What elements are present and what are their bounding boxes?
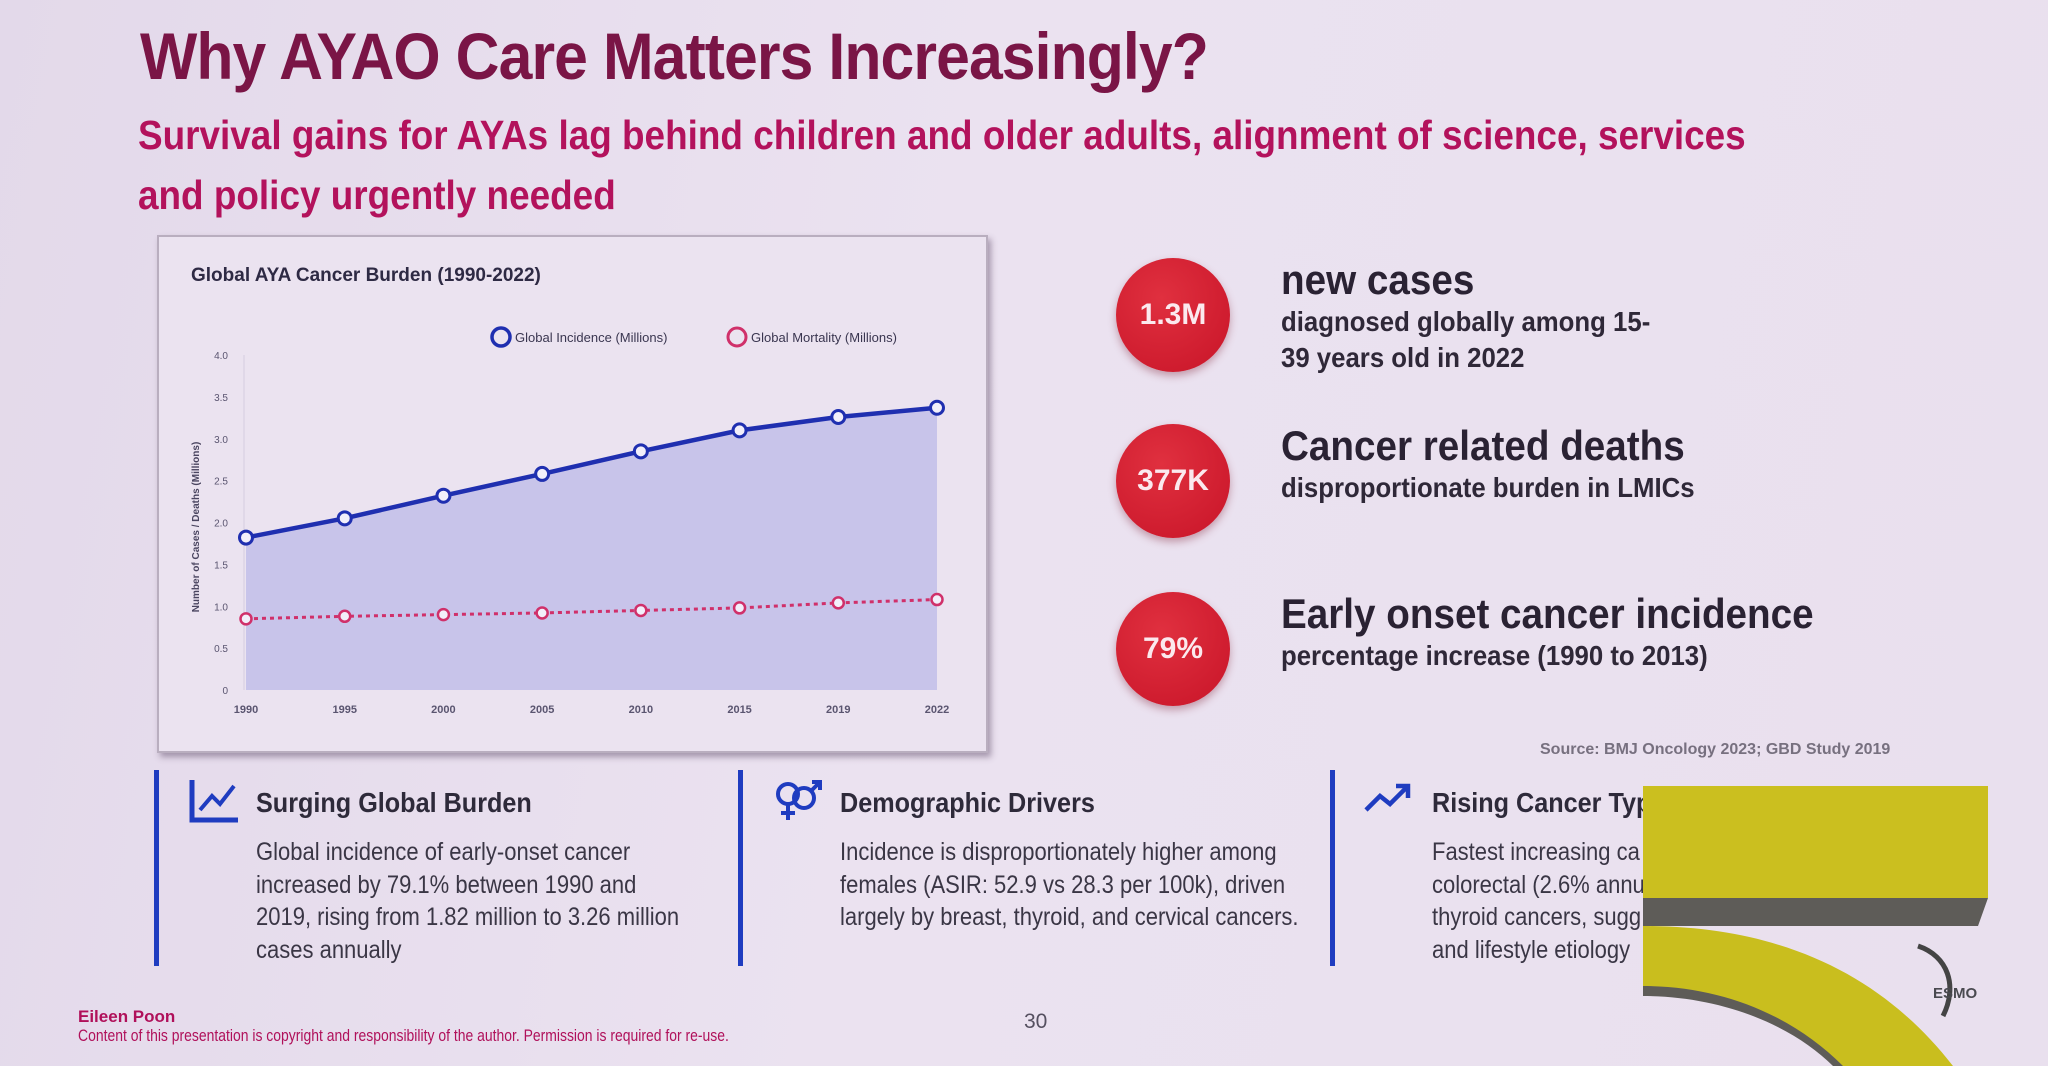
card-body-line: Fastest increasing ca (1432, 838, 1640, 866)
stat-description: percentage increase (1990 to 2013) (1281, 640, 1708, 671)
stat-heading: Cancer related deaths (1281, 422, 1685, 469)
slide-subtitle-line1: Survival gains for AYAs lag behind child… (138, 112, 1746, 158)
legend-mortality-marker (726, 326, 748, 348)
incidence-point (929, 399, 945, 416)
y-tick-label: 2.0 (214, 519, 228, 530)
card-accent-bar (738, 770, 743, 966)
y-tick-label: 3.0 (214, 435, 228, 446)
incidence-area (246, 407, 937, 690)
chart-title: Global AYA Cancer Burden (1990-2022) (191, 265, 541, 286)
card-heading: Demographic Drivers (840, 787, 1095, 818)
x-tick-label: 2010 (629, 704, 653, 716)
mortality-point (930, 592, 944, 607)
card-body-line: Incidence is disproportionately higher a… (840, 838, 1277, 866)
card-body-line: Global incidence of early-onset cancer (256, 838, 631, 866)
mortality-point (831, 596, 846, 610)
stat-description: 39 years old in 2022 (1281, 342, 1525, 373)
card-accent-bar (154, 770, 159, 966)
x-tick-label: 2022 (925, 704, 949, 716)
x-tick-label: 2000 (431, 704, 455, 716)
incidence-line (245, 405, 938, 540)
incidence-point (336, 510, 353, 527)
card-body-line: and lifestyle etiology (1432, 935, 1631, 964)
y-tick-label: 3.5 (214, 393, 228, 404)
y-tick-label: 0.5 (214, 644, 228, 655)
slide-title: Why AYAO Care Matters Increasingly? (140, 19, 1209, 93)
y-tick-label: 2.5 (214, 477, 228, 488)
author-name: Eileen Poon (78, 1007, 176, 1026)
mortality-point (239, 612, 253, 626)
card-body-line: increased by 79.1% between 1990 and (256, 870, 637, 899)
mortality-point (732, 601, 747, 615)
card-body-line: cases annually (256, 935, 402, 964)
incidence-point (731, 422, 748, 439)
y-tick-label: 0 (222, 686, 228, 697)
stat-value-badge: 79% (1116, 592, 1230, 706)
card-heading: Surging Global Burden (256, 787, 532, 818)
mortality-point (634, 603, 648, 618)
chart-legend: Global Incidence (Millions) Global Morta… (490, 326, 897, 348)
stat-heading: Early onset cancer incidence (1281, 590, 1814, 637)
stat-value-badge: 377K (1116, 424, 1230, 538)
copyright-notice: Content of this presentation is copyrigh… (78, 1026, 729, 1045)
stat-description: diagnosed globally among 15- (1281, 306, 1651, 337)
gender-icon (772, 778, 824, 829)
page-number: 30 (1024, 1010, 1048, 1033)
card-accent-bar (1330, 770, 1335, 966)
chart-card: Global AYA Cancer Burden (1990-2022) Glo… (157, 235, 988, 753)
x-tick-label: 2019 (826, 704, 850, 716)
card-body-line: largely by breast, thyroid, and cervical… (840, 903, 1299, 931)
esmo-logo-text: ESMO (1933, 985, 1978, 1002)
slide-subtitle-line2: and policy urgently needed (138, 172, 616, 218)
incidence-point (632, 443, 649, 460)
y-tick-label: 1.0 (214, 602, 228, 613)
card-body-line: colorectal (2.6% annu (1432, 870, 1645, 899)
x-tick-label: 1995 (332, 704, 356, 716)
stat-heading: new cases (1281, 256, 1475, 303)
y-axis-label: Number of Cases / Deaths (Millions) (191, 442, 202, 613)
incidence-point (830, 408, 847, 425)
legend-incidence-label: Global Incidence (Millions) (515, 330, 667, 345)
stat-value-badge: 1.3M (1116, 258, 1230, 372)
incidence-point (435, 487, 452, 504)
x-tick-label: 2005 (530, 704, 554, 716)
card-body-line: 2019, rising from 1.82 million to 3.26 m… (256, 903, 680, 931)
mortality-point (436, 607, 451, 622)
y-tick-label: 4.0 (214, 351, 228, 362)
stat-description: disproportionate burden in LMICs (1281, 472, 1695, 503)
mortality-point (535, 606, 549, 620)
trending-up-icon (1364, 778, 1416, 829)
esmo-signage: ESMO (1643, 786, 1988, 1066)
source-note: Source: BMJ Oncology 2023; GBD Study 201… (1540, 741, 1891, 758)
card-body-line: thyroid cancers, sugg (1432, 903, 1642, 931)
mortality-point (337, 609, 352, 624)
esmo-signage-overlay: ESMO (1643, 786, 2048, 1066)
line-chart-icon (188, 778, 240, 829)
mortality-line (245, 598, 938, 621)
legend-incidence-marker (490, 326, 512, 348)
card-body-line: females (ASIR: 52.9 vs 28.3 per 100k), d… (840, 870, 1286, 899)
burden-line-chart: Global AYA Cancer Burden (1990-2022) Glo… (191, 265, 949, 716)
incidence-point (534, 465, 551, 482)
card-heading: Rising Cancer Typ (1432, 787, 1652, 818)
y-tick-label: 1.5 (214, 560, 228, 571)
incidence-point (238, 529, 254, 546)
x-tick-label: 1990 (234, 704, 258, 716)
x-tick-label: 2015 (727, 704, 751, 716)
legend-mortality-label: Global Mortality (Millions) (751, 330, 897, 345)
